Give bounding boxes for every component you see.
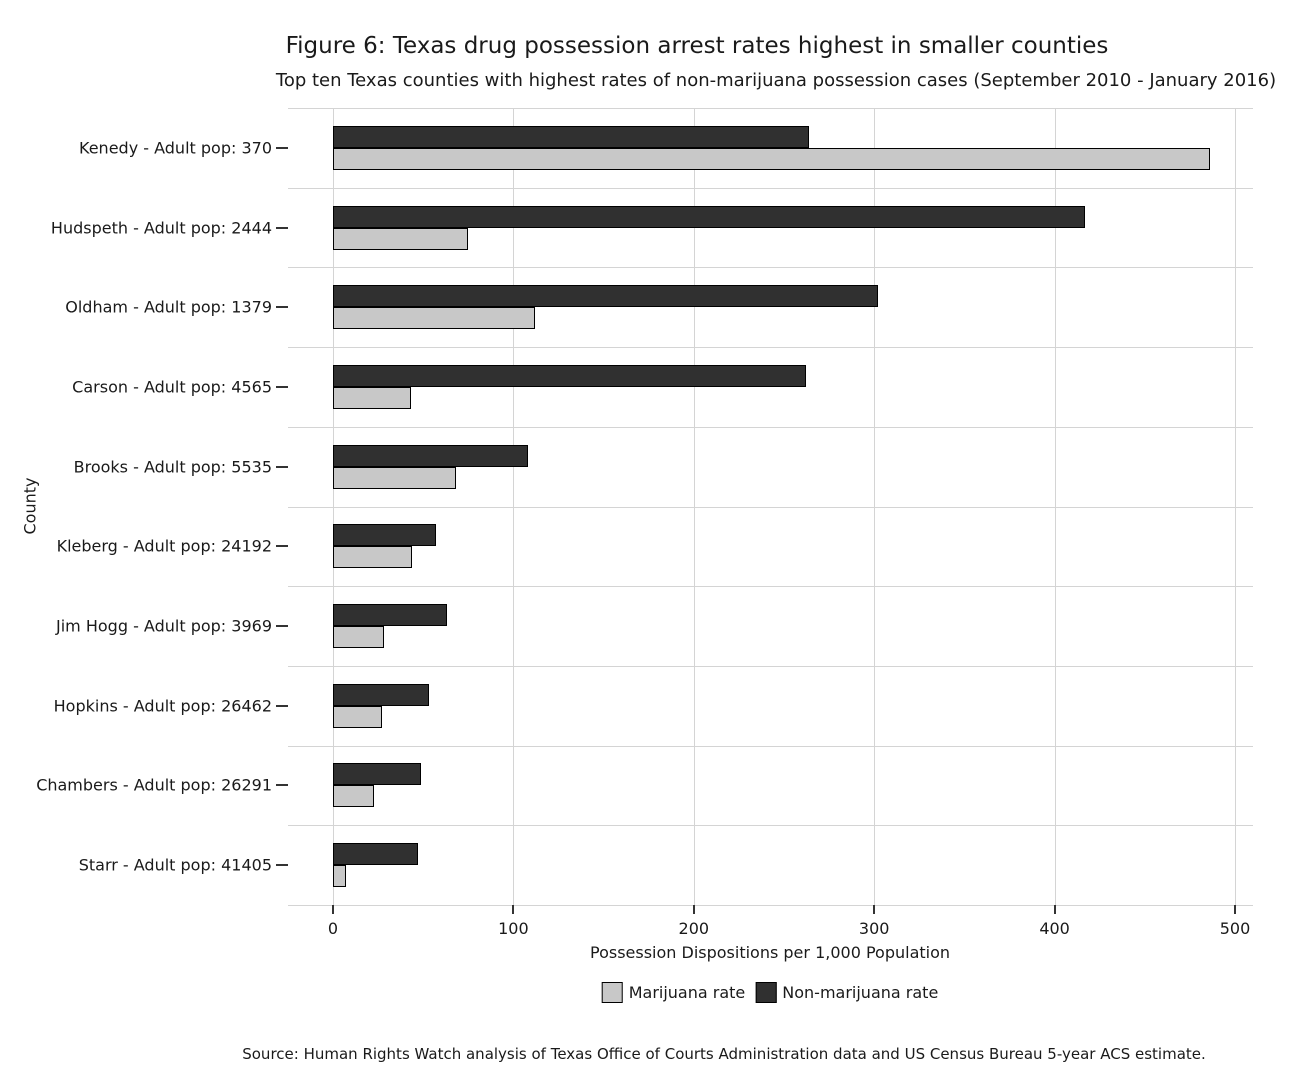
y-tick	[276, 306, 288, 309]
chart-subtitle: Top ten Texas counties with highest rate…	[275, 70, 1277, 91]
x-tick-label: 300	[858, 919, 890, 938]
y-axis-labels: Kenedy - Adult pop: 370 Hudspeth - Adult …	[0, 108, 272, 905]
gridline-horizontal	[288, 665, 1253, 667]
y-tick	[276, 784, 288, 787]
legend-swatch-non-marijuana-rate	[755, 982, 777, 1003]
bar-marijuana-rate	[333, 466, 456, 489]
bar-marijuana-rate	[333, 865, 346, 888]
gridline-horizontal	[288, 347, 1253, 349]
x-tick-label: 500	[1219, 919, 1251, 938]
x-tick-label: 0	[327, 919, 339, 938]
y-tick	[276, 545, 288, 548]
y-tick	[276, 864, 288, 867]
bar-non-marijuana-rate	[333, 604, 447, 627]
gridline-vertical	[693, 108, 695, 905]
x-tick-label: 200	[678, 919, 710, 938]
source-note: Source: Human Rights Watch analysis of T…	[242, 1045, 1206, 1063]
bar-non-marijuana-rate	[333, 205, 1086, 228]
x-tick	[873, 905, 876, 914]
y-tick-label: Brooks - Adult pop: 5535	[73, 457, 272, 477]
y-tick	[276, 226, 288, 229]
bar-marijuana-rate	[333, 307, 536, 330]
x-tick	[1053, 905, 1056, 914]
y-tick-label: Starr - Adult pop: 41405	[78, 855, 272, 875]
gridline-horizontal	[288, 506, 1253, 508]
y-tick-label: Chambers - Adult pop: 26291	[36, 775, 272, 795]
gridline-vertical	[1235, 108, 1236, 905]
legend-label-non-marijuana-rate: Non-marijuana rate	[782, 983, 939, 1002]
y-tick	[276, 385, 288, 388]
bar-marijuana-rate	[333, 386, 411, 409]
bar-non-marijuana-rate	[333, 285, 878, 308]
legend: Marijuana rate Non-marijuana rate	[597, 982, 944, 1003]
gridline-horizontal	[288, 426, 1253, 428]
y-tick-label: Hudspeth - Adult pop: 2444	[50, 218, 272, 238]
y-tick	[276, 146, 288, 149]
gridline-vertical	[333, 108, 334, 905]
bar-non-marijuana-rate	[333, 843, 418, 866]
x-tick	[332, 905, 334, 914]
y-tick	[276, 625, 288, 628]
bar-marijuana-rate	[333, 147, 1210, 170]
gridline-horizontal	[288, 187, 1253, 189]
bar-non-marijuana-rate	[333, 524, 436, 547]
y-tick-label: Oldham - Adult pop: 1379	[65, 297, 272, 317]
gridline-horizontal	[288, 905, 1253, 906]
bar-marijuana-rate	[333, 785, 375, 808]
y-tick-label: Kenedy - Adult pop: 370	[79, 138, 272, 158]
bar-non-marijuana-rate	[333, 125, 810, 148]
gridline-vertical	[513, 108, 515, 905]
gridline-horizontal	[288, 108, 1253, 109]
x-tick-label: 400	[1039, 919, 1070, 938]
y-tick-label: Kleberg - Adult pop: 24192	[56, 536, 272, 556]
bar-marijuana-rate	[333, 546, 413, 569]
gridline-horizontal	[288, 267, 1253, 269]
legend-label-marijuana-rate: Marijuana rate	[628, 983, 746, 1002]
legend-item: Marijuana rate	[601, 982, 746, 1003]
bar-non-marijuana-rate	[333, 364, 806, 387]
y-tick-label: Jim Hogg - Adult pop: 3969	[56, 616, 272, 636]
gridline-vertical	[874, 108, 876, 905]
x-axis-title: Possession Dispositions per 1,000 Popula…	[589, 943, 951, 962]
y-tick	[276, 465, 288, 468]
gridline-horizontal	[288, 586, 1253, 588]
x-tick	[512, 905, 515, 914]
x-tick	[1234, 905, 1236, 914]
gridline-vertical	[1054, 108, 1056, 905]
x-tick-label: 100	[498, 919, 529, 938]
bar-non-marijuana-rate	[333, 444, 528, 467]
chart-title: Figure 6: Texas drug possession arrest r…	[285, 33, 1109, 59]
plot-panel	[288, 108, 1253, 906]
bar-non-marijuana-rate	[333, 683, 429, 706]
y-tick-label: Hopkins - Adult pop: 26462	[53, 696, 272, 716]
legend-swatch-marijuana-rate	[601, 982, 623, 1003]
y-tick	[276, 704, 288, 707]
y-axis-ticks	[276, 108, 288, 905]
gridline-horizontal	[288, 825, 1253, 827]
bar-marijuana-rate	[333, 227, 469, 250]
y-tick-label: Carson - Adult pop: 4565	[72, 377, 272, 397]
x-axis-ticks: 0 100 200 300 400 500	[288, 905, 1253, 950]
x-tick	[692, 905, 695, 914]
legend-item: Non-marijuana rate	[755, 982, 938, 1003]
bar-non-marijuana-rate	[333, 763, 422, 786]
bar-marijuana-rate	[333, 705, 382, 728]
bar-marijuana-rate	[333, 626, 384, 649]
gridline-horizontal	[288, 745, 1253, 747]
